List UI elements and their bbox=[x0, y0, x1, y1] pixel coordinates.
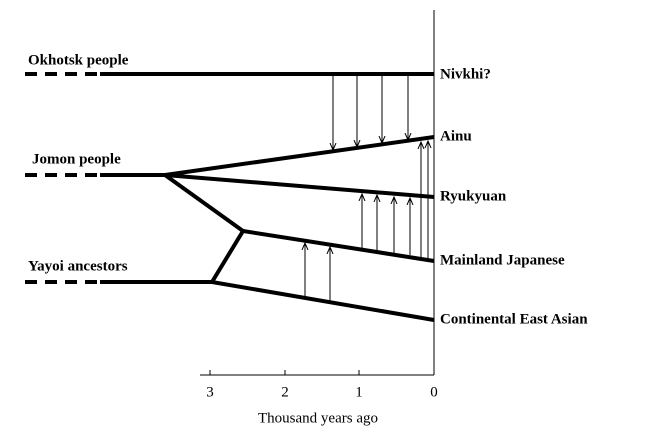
population-label: Ryukyuan bbox=[440, 188, 507, 204]
lineages bbox=[25, 72, 435, 322]
population-label: Continental East Asian bbox=[440, 311, 588, 327]
tick-label: 1 bbox=[355, 384, 363, 400]
tick-label: 3 bbox=[206, 384, 214, 400]
tick-label: 2 bbox=[281, 384, 289, 400]
group-label: Okhotsk people bbox=[28, 52, 129, 68]
lineage-line bbox=[100, 280, 435, 322]
group-label: Yayoi ancestors bbox=[28, 258, 128, 274]
axis-title: Thousand years ago bbox=[258, 410, 378, 426]
population-label: Ainu bbox=[440, 128, 472, 144]
lineage-line bbox=[210, 229, 245, 284]
tick-label: 0 bbox=[430, 384, 438, 400]
group-label: Jomon people bbox=[32, 151, 121, 167]
population-label: Nivkhi? bbox=[440, 66, 491, 82]
lineage-line bbox=[164, 173, 435, 199]
population-label: Mainland Japanese bbox=[440, 252, 565, 268]
lineage-line bbox=[100, 135, 435, 177]
gene-flow-arrows bbox=[305, 76, 428, 301]
